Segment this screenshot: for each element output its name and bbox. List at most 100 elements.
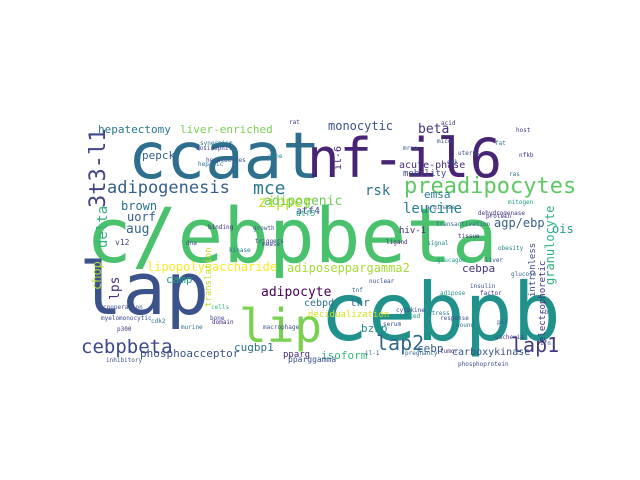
word-adipose: adipose [440,290,466,297]
word-binding: binding [208,224,234,231]
word-lap2: lap2 [376,331,424,355]
word-signal: signal [427,240,449,247]
word-emsa: emsa [424,188,451,201]
word-tumor: tumor [440,348,458,355]
word-response: response [440,315,469,322]
word-delta: delta [95,206,111,248]
word-rat: rat [289,119,300,126]
word-agp-ebp: agp/ebp [494,216,545,230]
word-host: host [516,127,531,134]
word-fat: fat [495,140,506,147]
word-macrophage: macrophage [263,324,300,331]
word-wound: wound [456,322,474,329]
word-transactivation: transactivation [436,221,491,228]
word-erk: erk [447,159,458,166]
word-eosinophil: eosinophil [196,145,233,152]
word-camp: camp [166,273,193,286]
word-nf-il6: nf-il6 [307,127,502,190]
word-atf4: atf4 [296,206,320,217]
word-protein: protein [486,213,512,220]
word-lip: lip [239,299,322,353]
word-hepatocytes: hepatocytes [206,157,246,164]
word-dehydrogenase: dehydrogenase [478,210,525,217]
word-uorf: uorf [127,210,156,224]
word-tnf: tnf [352,287,363,294]
word-ifn: ifn [540,340,551,347]
word-acute-phase: acute-phase [399,160,465,171]
word-glucose: glucose [511,271,537,278]
word-hepatic: hepatic [198,161,224,168]
word-murine: murine [181,324,203,331]
word-adiposeppargamma2: adiposeppargamma2 [287,261,410,275]
word-myelomonocytic: myelomonocytic [101,315,152,322]
word-gene: gene [268,153,283,160]
word-cells: cells [211,304,229,311]
word-triggers: triggers [255,238,284,245]
word-bone: bone [210,315,225,322]
word-intronless: intronless [528,243,538,297]
word-acid: acid [441,120,456,127]
word-adipocyte: adipocyte [261,285,332,300]
word-tissue: tissue [458,233,480,240]
word-liver: liver [485,257,503,264]
word-cebpd: cebpd [304,298,334,309]
word-monocytic: monocytic [328,119,393,133]
word-cebp: cebp [417,342,444,355]
word-lap: lap [79,247,209,331]
word-phosphoacceptor: phosphoacceptor [140,347,240,360]
word-domain: domain [212,319,234,326]
word-cugbp1: cugbp1 [234,341,274,354]
word-kinase: kinase [229,247,251,254]
word-granulocyte: granulocyte [543,206,557,285]
word-mobility: mobility [403,169,447,179]
word-cebpb: cebpb [320,266,561,359]
word-stress: stress [428,310,450,317]
word-arginase: arginase [426,204,455,211]
word-atf5: atf5 [296,209,315,218]
word-p300: p300 [117,326,132,333]
word-inhibitory: inhibitory [106,357,143,364]
word-cdk2: cdk2 [151,318,166,325]
word-adipogenic: adipogenic [264,194,342,209]
word-v12: v12 [115,238,130,247]
word-factor: factor [480,290,502,297]
word-insulin: insulin [470,283,496,290]
word-dna: dna [186,240,197,247]
word-synergism: synergism [200,140,233,147]
word-p53: p53 [497,319,508,326]
word-uterus: uterus [458,150,480,157]
word-serum: serum [383,321,401,328]
word-mce: mce [253,178,286,199]
word-pepck: pepck [142,149,175,162]
word-nfkb: nfkb [519,152,534,159]
word-pparg: pparg [283,350,310,360]
word-adipogenesis: adipogenesis [107,178,230,198]
word-obesity: obesity [498,245,524,252]
word-ccaat: ccaat [128,120,321,194]
word-carboxykinase: carboxykinase [452,347,530,358]
word-isoform: isoform [321,349,368,362]
word-bzip: bzip [361,322,388,335]
word-c-ebpbeta: c/ebpbeta [86,191,498,280]
word-ligand: ligand [386,239,408,246]
word-decidualization: decidualization [308,310,389,320]
word-il-1: il-1 [365,350,380,357]
word-phosphoprotein: phosphoprotein [458,361,509,368]
word-growth: growth [253,225,275,232]
word-ois: ois [552,222,574,236]
word-lps: lps [108,277,123,300]
word-liver-enriched: liver-enriched [180,123,273,136]
word-zipper: zipper [258,193,312,211]
word-cebpa: cebpa [462,262,495,275]
word-beta: beta [418,122,449,137]
word-brown: brown [121,199,157,213]
word-chop: chop [90,261,104,290]
word-preadipocytes: preadipocytes [404,174,576,199]
word-lap1: lap1 [511,333,559,357]
word-cytokine: cytokine [396,307,425,314]
word-mitogen: mitogen [508,199,534,206]
word-il-6: il-6 [333,146,344,170]
word-cooperation: cooperation [103,304,143,311]
word-lipopolysaccharide: lipopolysaccharide [147,260,277,274]
